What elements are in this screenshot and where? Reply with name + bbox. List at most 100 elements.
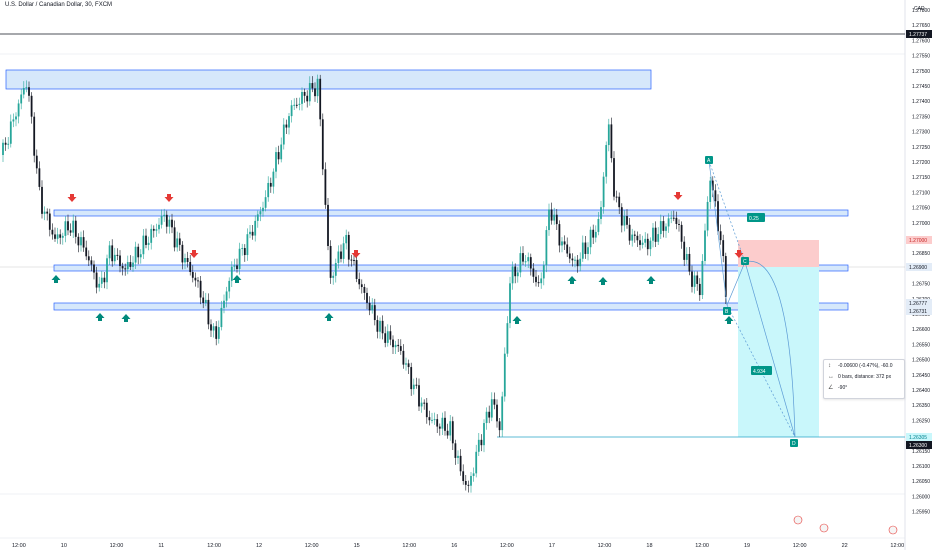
mid-zone[interactable] [53,264,849,272]
candle-body [56,234,59,239]
abcd-pattern[interactable] [708,160,796,438]
fib-ratio-label[interactable]: 0.25 [747,213,765,222]
last-price-tag: 1.27737 [906,30,932,38]
candle-body [48,213,51,230]
candle-body [571,258,574,261]
candle-body [423,402,426,404]
down-arrow-icon [189,250,199,258]
candle-body [332,275,335,278]
candle-body [685,253,688,260]
candle-body [160,216,163,225]
down-arrow-icon [673,192,683,200]
candle-body [38,168,41,187]
stop-loss-area[interactable] [738,240,819,267]
candle-body [207,299,210,325]
candle-body [155,229,158,231]
candle-body [139,254,142,258]
candle-body [275,152,277,172]
support-zone[interactable] [53,302,849,311]
price-axis[interactable]: 1.27800 1.27650 1.27600 1.27550 1.27500 1.274… [912,8,930,516]
angle-icon: ∠ [828,385,834,391]
candle-body [178,238,181,245]
time-tick-label: 12:00 [695,543,709,549]
candle-body [688,253,691,272]
measure-price-range: -0.00600 (-0.47%), -60.0 [838,362,893,369]
candle-body [680,224,683,242]
candle-body [22,88,25,95]
time-axis[interactable]: 12:00 10 12:00 11 12:00 12 12:00 15 12:00 16 12:00… [12,543,904,549]
candle-body [631,234,634,241]
up-arrow-icon [95,313,105,321]
candle-body [576,259,579,267]
candle-body [251,231,254,236]
candle-body [454,443,457,458]
currency-label: CAD [914,6,925,12]
candle-body [290,105,293,117]
candle-body [529,257,532,269]
candle-body [30,95,33,117]
candle-body [311,83,314,89]
candle-body [129,262,132,267]
candle-body [581,242,584,259]
candle-body [353,259,355,261]
mid-price-tag: 1.26900 [906,263,932,271]
candle-body [246,234,249,256]
resistance-zone[interactable] [53,209,849,217]
candle-body [615,196,618,198]
candle-body [392,339,394,348]
candle-body [194,277,197,281]
candle-body [444,417,446,431]
candle-body [477,439,480,452]
candle-body [402,350,405,365]
candle-body [709,180,712,202]
point-d-marker[interactable]: D [790,439,798,447]
candle-body [472,473,475,476]
target2-price-tag: 1.26300 [906,441,932,449]
supply-zone-top[interactable] [5,69,652,90]
down-arrow-icon [351,250,361,258]
candle-body [566,244,569,254]
point-c-marker[interactable]: C [741,257,749,265]
candle-body [501,396,504,431]
candle-body [384,333,387,343]
candle-body [46,211,49,214]
take-profit-area[interactable] [738,267,819,437]
candle-body [277,152,280,160]
candle-body [691,271,693,287]
candle-body [366,292,368,303]
up-arrow-icon [51,275,61,283]
candle-body [262,207,264,212]
candle-body [493,399,496,405]
svg-text:A: A [707,158,711,164]
up-arrow-icon [232,275,242,283]
candle-body [724,256,727,297]
candle-body [368,302,371,311]
candle-body [639,240,641,245]
price-tick-label: 1.27500 [912,69,930,75]
projection-label[interactable]: 4.934 [751,366,772,375]
candle-body [714,190,717,202]
candle-body [334,263,337,276]
time-tick-label: 19 [744,543,750,549]
candle-body [306,95,309,102]
candle-body [527,257,530,262]
point-b-marker[interactable]: B [723,307,731,315]
candle-body [704,230,706,261]
candle-body [59,234,62,238]
news-flag-icon[interactable] [793,515,898,535]
candle-body [618,196,621,208]
candle-body [54,234,56,239]
candle-body [711,180,714,191]
candle-body [82,237,85,248]
point-a-marker[interactable]: A [705,156,713,164]
candle-body [555,214,558,225]
time-tick-label: 15 [354,543,360,549]
time-tick-label: 12:00 [598,543,612,549]
candle-body [87,256,90,261]
candle-body [701,260,704,296]
candle-body [223,300,225,308]
time-tick-label: 11 [158,543,164,549]
price-tick-label: 1.26500 [912,358,930,364]
